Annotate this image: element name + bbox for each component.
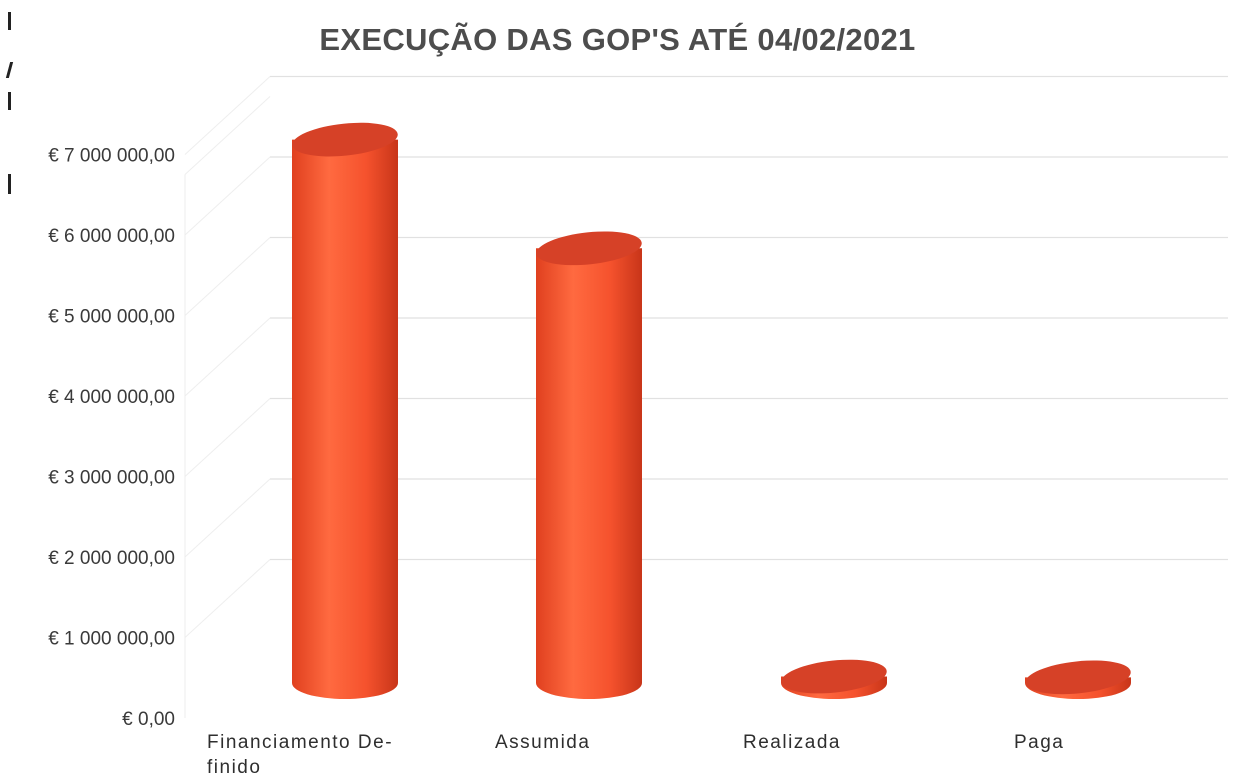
bar-body xyxy=(536,248,642,700)
y-tick-label: € 6 000 000,00 xyxy=(48,226,175,247)
x-tick-label: Realizada xyxy=(743,732,841,753)
side-wall-gridline xyxy=(184,559,271,638)
y-tick-label: € 5 000 000,00 xyxy=(48,307,175,328)
x-tick-label: Assumida xyxy=(495,732,590,753)
bar-top xyxy=(536,231,642,266)
bar xyxy=(292,122,398,699)
back-wall-edge xyxy=(184,96,271,175)
y-tick-label: € 4 000 000,00 xyxy=(48,387,175,408)
bar-body xyxy=(292,139,398,699)
bar xyxy=(536,231,642,700)
y-tick-label: € 3 000 000,00 xyxy=(48,468,175,489)
y-tick-label: € 2 000 000,00 xyxy=(48,548,175,569)
side-wall-gridline xyxy=(184,76,271,155)
left-edge-mark xyxy=(8,92,11,110)
chart-title: EXECUÇÃO DAS GOP'S ATÉ 04/02/2021 xyxy=(319,22,916,57)
left-edge-mark xyxy=(8,12,11,30)
x-tick-label: finido xyxy=(207,757,261,778)
left-edge-mark xyxy=(8,174,11,194)
bar-top xyxy=(292,122,398,157)
y-tick-label: € 1 000 000,00 xyxy=(48,629,175,650)
bar-top xyxy=(1025,660,1131,695)
x-tick-label: Paga xyxy=(1014,732,1064,753)
y-tick-label: € 7 000 000,00 xyxy=(48,146,175,167)
x-tick-label: Financiamento De- xyxy=(207,732,393,753)
bar-top xyxy=(781,659,887,694)
bar xyxy=(1025,660,1131,699)
bar xyxy=(781,659,887,699)
side-wall-gridline xyxy=(184,317,271,397)
y-tick-label: € 0,00 xyxy=(122,709,175,730)
side-wall-gridline xyxy=(184,237,271,316)
side-wall-gridline xyxy=(184,398,271,477)
side-wall-gridline xyxy=(184,478,271,558)
side-wall-gridline xyxy=(184,156,271,236)
